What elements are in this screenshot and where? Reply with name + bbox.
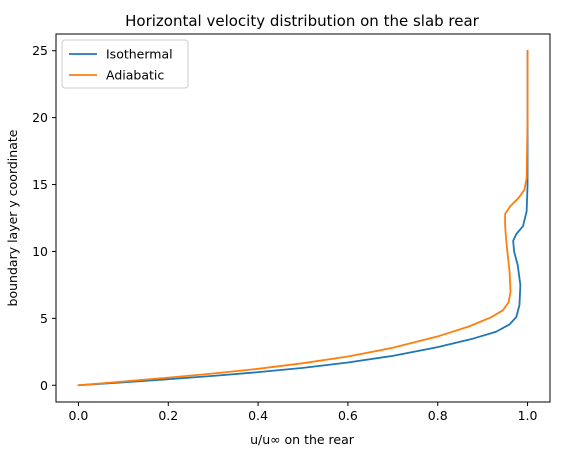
series-line-adiabatic	[77, 49, 529, 387]
y-tick-label: 25	[32, 43, 48, 58]
y-tick-label: 10	[32, 244, 48, 259]
y-tick-label: 20	[32, 110, 48, 125]
legend-label-isothermal: Isothermal	[106, 47, 173, 62]
x-tick-label: 1.0	[518, 408, 538, 423]
series-layer	[77, 49, 529, 387]
plot-area	[55, 33, 551, 403]
y-tick-label: 0	[40, 378, 48, 393]
series-line-isothermal	[77, 49, 529, 387]
x-axis-label: u/u∞ on the rear	[250, 432, 355, 447]
x-tick-label: 0.2	[158, 408, 178, 423]
legend-box	[61, 39, 189, 89]
x-tick-label: 0.0	[69, 408, 89, 423]
x-tick-label: 0.4	[248, 408, 268, 423]
y-tick-label: 15	[32, 177, 48, 192]
y-tick-label: 5	[40, 311, 48, 326]
x-tick-label: 0.6	[338, 408, 358, 423]
legend-label-adiabatic: Adiabatic	[106, 68, 164, 83]
legend: Isothermal Adiabatic	[61, 39, 189, 89]
x-axis: 0.0 0.2 0.4 0.6 0.8 1.0	[69, 402, 538, 423]
plot-frame	[55, 33, 551, 403]
x-tick-label: 0.8	[428, 408, 448, 423]
y-axis: 0 5 10 15 20 25	[32, 43, 56, 393]
y-axis-label: boundary layer y coordinate	[5, 129, 20, 306]
chart-title: Horizontal velocity distribution on the …	[125, 12, 480, 30]
